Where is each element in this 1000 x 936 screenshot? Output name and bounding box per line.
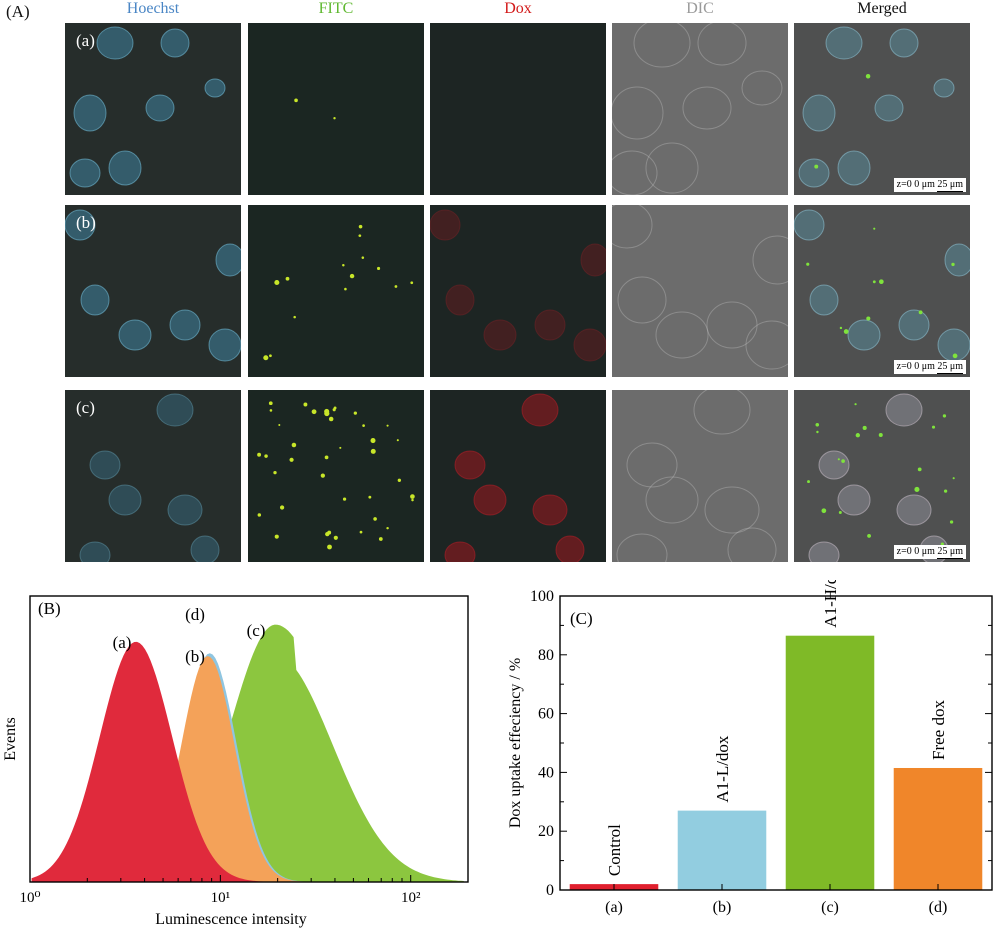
scale-length-label: 25 μm [937,179,963,192]
panel-a-label: (A) [6,2,30,21]
y-tick-label: 60 [538,706,554,723]
scale-bar: z=0 0 μm 25 μm [893,360,966,374]
micrograph-dox-row-1 [430,23,606,195]
row-label-1: (a) [76,31,95,50]
y-tick-label: 0 [546,882,554,899]
column-header-dox: Dox [504,0,532,17]
x-tick-label: 10⁰ [19,890,40,906]
bar-label-d: Free dox [929,700,948,760]
column-header-merged: Merged [857,0,907,17]
bar-label-a: Control [605,824,624,876]
panel-b-label: (B) [38,599,61,618]
bar-label-b: A1-L/dox [713,735,732,803]
micrograph-fitc-row-2 [248,205,424,377]
bar-c [785,635,875,890]
histogram-series-c [31,624,464,882]
scale-bar: z=0 0 μm 25 μm [893,178,966,192]
micrograph-hoechst-row-1: (a) [65,23,241,195]
histogram-series-b [31,656,464,882]
bar-label-c: A1-H/dox [821,580,840,628]
micrograph-dic-row-3 [612,390,788,562]
micrograph-merged-row-3: z=0 0 μm 25 μm [794,390,970,562]
column-header-fitc: FITC [318,0,354,17]
y-axis-label: Events [2,717,19,761]
micrograph-hoechst-row-2: (b) [65,205,241,377]
x-tick-label: 10¹ [211,890,231,906]
micrograph-fitc-row-1 [248,23,424,195]
histogram-chart: 10⁰ 10¹ 10² Luminescence intensity Events (B)… [2,595,469,928]
y-axis-label: Dox uptake effeciency / % [507,658,524,828]
column-header-hoechst: Hoechst [126,0,180,17]
y-tick-label: 80 [538,647,554,664]
bar-d [893,767,983,890]
panel-c-label: (C) [570,609,593,628]
series-label-a: (a) [113,633,132,652]
x-tick-label: (c) [821,899,839,916]
x-tick-label: (b) [713,899,732,916]
y-tick-label: 100 [530,588,554,605]
column-header-dic: DIC [686,0,714,17]
micrograph-dic-row-2 [612,205,788,377]
micrograph-dox-row-3 [430,390,606,562]
scale-z-label: z=0 0 μm [896,179,938,190]
scale-length-label: 25 μm [937,361,963,374]
x-tick-label: (a) [605,899,623,916]
micrograph-dic-row-1 [612,23,788,195]
row-label-3: (c) [76,398,95,417]
row-label-2: (b) [76,213,96,232]
y-tick-label: 40 [538,764,554,781]
bar-b [677,810,767,890]
series-label-d: (d) [185,605,205,624]
micrograph-dox-row-2 [430,205,606,377]
micrograph-fitc-row-3 [248,390,424,562]
x-tick-label: 10² [401,890,421,906]
series-label-b: (b) [185,647,205,666]
x-tick-label: (d) [929,899,948,916]
scale-bar: z=0 0 μm 25 μm [893,545,966,559]
micrograph-hoechst-row-3: (c) [65,390,241,562]
scale-z-label: z=0 0 μm [896,546,938,557]
micrograph-merged-row-1: z=0 0 μm 25 μm [794,23,970,195]
histogram-frame [29,595,469,883]
bar-chart: Control (a) A1-L/dox (b) A1-H/dox (c) Free dox… [507,580,993,916]
y-tick-label: 20 [538,823,554,840]
x-axis-label: Luminescence intensity [155,911,307,928]
scale-z-label: z=0 0 μm [896,361,938,372]
scale-length-label: 25 μm [937,546,963,559]
micrograph-merged-row-2: z=0 0 μm 25 μm [794,205,970,377]
series-label-c: (c) [247,621,266,640]
histogram-series-a [31,641,464,882]
